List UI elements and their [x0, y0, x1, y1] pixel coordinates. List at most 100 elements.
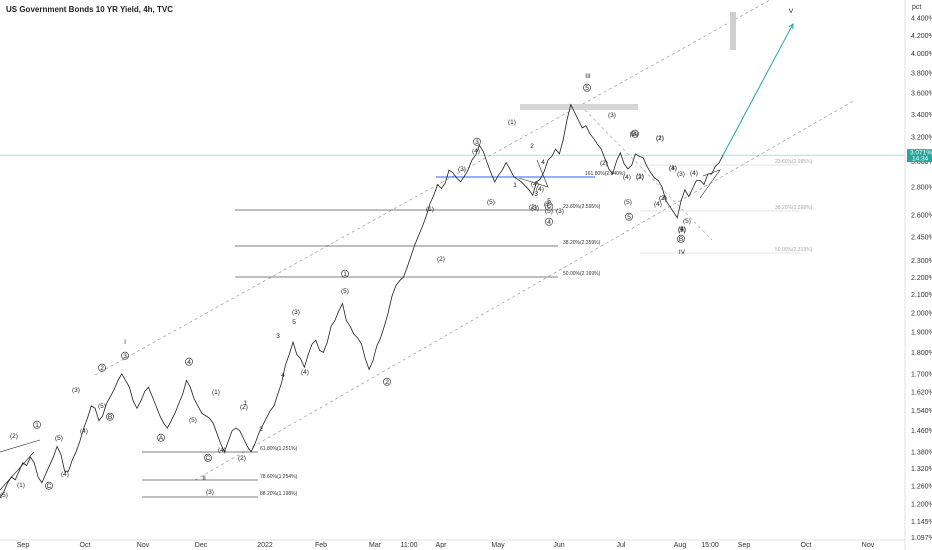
wave-label-circle — [341, 269, 349, 278]
wave-label-minor: (3) — [458, 166, 466, 173]
yield-series-line — [0, 103, 724, 499]
wave-label-digit: 4 — [541, 159, 545, 166]
fib-level-label: 38.20%(2.598%) — [775, 205, 813, 211]
wave-label-circle — [383, 377, 391, 386]
x-tick-label: Sep — [738, 542, 751, 549]
x-tick-label: 2022 — [257, 542, 273, 549]
wave-label-roman: IV — [679, 249, 686, 256]
wave-label-minor: (4) — [536, 186, 544, 193]
wave-label-circled: 4 — [547, 219, 551, 226]
fib-level-label: 88.20%(1.198%) — [260, 491, 298, 497]
wave-label-minor: (5) — [683, 218, 691, 225]
x-tick-label: May — [491, 542, 505, 549]
fib-level-label: 23.60%(2.995%) — [775, 159, 813, 165]
y-tick-label: 1.260% — [911, 483, 932, 490]
fib-level-label: 61.80%(1.251%) — [260, 446, 298, 452]
y-tick-label: 1.145% — [911, 519, 932, 526]
y-tick-label: 1.320% — [911, 466, 932, 473]
wave-label-minor: (B) — [630, 131, 639, 138]
y-tick-label: 2.800% — [911, 185, 932, 192]
y-tick-label: 1.460% — [911, 428, 932, 435]
y-tick-label: 3.400% — [911, 112, 932, 119]
wave-label-minor: (2) — [600, 160, 608, 167]
wave-label-circled: 1 — [343, 271, 347, 278]
wave-label-minor: (4) — [669, 165, 677, 172]
x-tick-label: Nov — [137, 542, 150, 549]
wave-label-minor: (4) — [80, 428, 88, 435]
last-price-time: 14:34 — [912, 156, 929, 163]
wave-label-digit: 1 — [243, 400, 247, 407]
wave-label-minor: (1) — [212, 389, 220, 396]
y-tick-label: 2.300% — [911, 258, 932, 265]
wave-label-minor: (5) — [678, 227, 686, 234]
y-tick-label: 1.097% — [911, 535, 932, 542]
wave-label-minor: (3) — [72, 387, 80, 394]
x-tick-label: Apr — [436, 542, 448, 549]
projection-arrow-line — [722, 23, 794, 156]
wave-label-circled: 5 — [627, 214, 631, 221]
y-axis-title: pct — [912, 4, 921, 11]
y-tick-label: 4.400% — [911, 16, 932, 23]
wave-label-circle — [583, 83, 591, 92]
wave-label-circle — [106, 412, 114, 421]
wave-label-minor: (4) — [678, 226, 686, 233]
x-tick-label: Oct — [80, 542, 91, 549]
wave-label-minor: (4) — [472, 148, 480, 155]
y-tick-label: 3.600% — [911, 91, 932, 98]
wave-label-circled: A — [159, 435, 164, 442]
wave-label-roman: III — [585, 73, 591, 80]
wave-label-circle — [677, 234, 685, 243]
wave-label-digit: 5 — [292, 319, 296, 326]
x-tick-label: Nov — [862, 542, 875, 549]
x-tick-label: 11:00 — [401, 542, 418, 549]
wave-label-circle — [121, 351, 129, 360]
y-tick-label: 1.900% — [911, 330, 932, 337]
x-tick-label: 15:00 — [701, 542, 719, 549]
upper-channel-line — [94, 0, 771, 376]
wave-label-roman: I — [124, 339, 126, 346]
wave-label-minor: (5) — [487, 199, 495, 206]
wave-label-minor: (2) — [659, 195, 667, 202]
wave-label-minor: (1) — [17, 482, 25, 489]
wave-label-minor: (2) — [240, 404, 248, 411]
wave-label-circle — [631, 129, 639, 138]
wave-label-minor: (5) — [545, 208, 553, 215]
x-tick-label: Sep — [17, 542, 30, 549]
wave-label-minor: (3) — [556, 208, 564, 215]
wave-label-minor: (3) — [608, 112, 616, 119]
wave-label-digit: 4 — [281, 372, 285, 379]
y-tick-label: 1.200% — [911, 502, 932, 509]
y-tick-label: 3.000% — [911, 159, 932, 166]
wave-label-minor: (5) — [544, 201, 552, 208]
wave-label-circle — [98, 363, 106, 372]
y-tick-label: 1.380% — [911, 449, 932, 456]
y-tick-label: 2.100% — [911, 292, 932, 299]
y-tick-label: 2.450% — [911, 235, 932, 242]
wave-label-circled: 1 — [35, 422, 39, 429]
wave-label-minor: (1) — [508, 119, 516, 126]
lower-channel-line — [194, 99, 856, 481]
trend-segment — [0, 439, 41, 453]
wave-label-circle — [545, 217, 553, 226]
wave-label-circled: 5 — [585, 85, 589, 92]
wave-label-minor: (C) — [544, 203, 553, 210]
wave-label-minor: (4) — [531, 181, 539, 188]
wave-label-minor: (4) — [301, 369, 309, 376]
wave-label-circled: 3 — [475, 139, 479, 146]
wave-label-digit: 1 — [513, 182, 517, 189]
y-tick-label: 3.200% — [911, 135, 932, 142]
wave-label-minor: (2) — [656, 135, 664, 142]
wave-label-circled: 2 — [385, 379, 389, 386]
wave-label-minor: (4) — [218, 447, 226, 454]
wave-label-roman: II — [202, 475, 206, 482]
wave-label-circle — [33, 420, 41, 429]
wave-label-minor: (4) — [654, 201, 662, 208]
y-tick-label: 1.700% — [911, 371, 932, 378]
wave-label-minor: (3) — [659, 195, 667, 202]
wave-label-circled: C — [206, 455, 211, 462]
last-price-tag — [907, 149, 932, 163]
wave-label-minor: (5) — [189, 417, 197, 424]
wave-label-minor: (4) — [61, 471, 69, 478]
wave-label-minor: (5) — [0, 492, 8, 499]
